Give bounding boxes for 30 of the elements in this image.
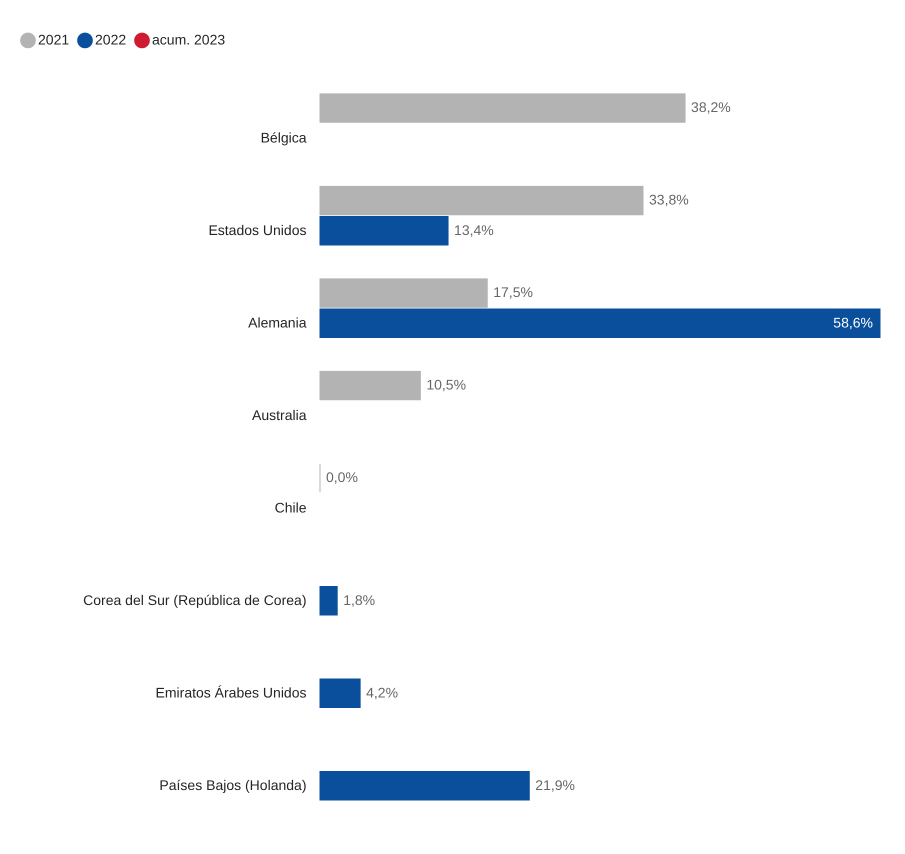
data-label: 38,2% <box>691 99 731 116</box>
y-tick-label: Emiratos Árabes Unidos <box>156 684 306 700</box>
y-tick-label: Corea del Sur (República de Corea) <box>83 592 306 608</box>
data-label: 17,5% <box>493 284 533 300</box>
bar <box>320 370 421 400</box>
data-label: 13,4% <box>454 222 494 238</box>
bar <box>320 771 530 800</box>
bar <box>320 216 449 246</box>
data-label: 1,8% <box>343 592 376 608</box>
legend-label: acum. 2023 <box>152 31 226 48</box>
bar <box>320 586 338 616</box>
data-label: 21,9% <box>535 776 575 793</box>
bar <box>320 186 644 216</box>
data-label: 33,8% <box>649 192 689 208</box>
y-tick-label: Países Bajos (Holanda) <box>159 776 306 793</box>
legend-label: 2022 <box>95 31 126 48</box>
bar <box>320 308 880 338</box>
data-label: 0,0% <box>326 469 358 486</box>
bar <box>320 278 488 308</box>
y-tick-label: Estados Unidos <box>208 222 306 238</box>
bar <box>320 93 686 123</box>
data-label: 10,5% <box>426 376 466 393</box>
y-tick-label: Australia <box>252 406 307 423</box>
bar <box>320 678 361 708</box>
legend-label: 2021 <box>38 31 70 48</box>
data-label: 58,6% <box>833 314 873 330</box>
y-tick-label: Chile <box>274 499 307 516</box>
y-tick-label: Alemania <box>248 314 307 330</box>
data-label: 4,2% <box>366 684 398 700</box>
y-tick-label: Bélgica <box>260 129 307 146</box>
